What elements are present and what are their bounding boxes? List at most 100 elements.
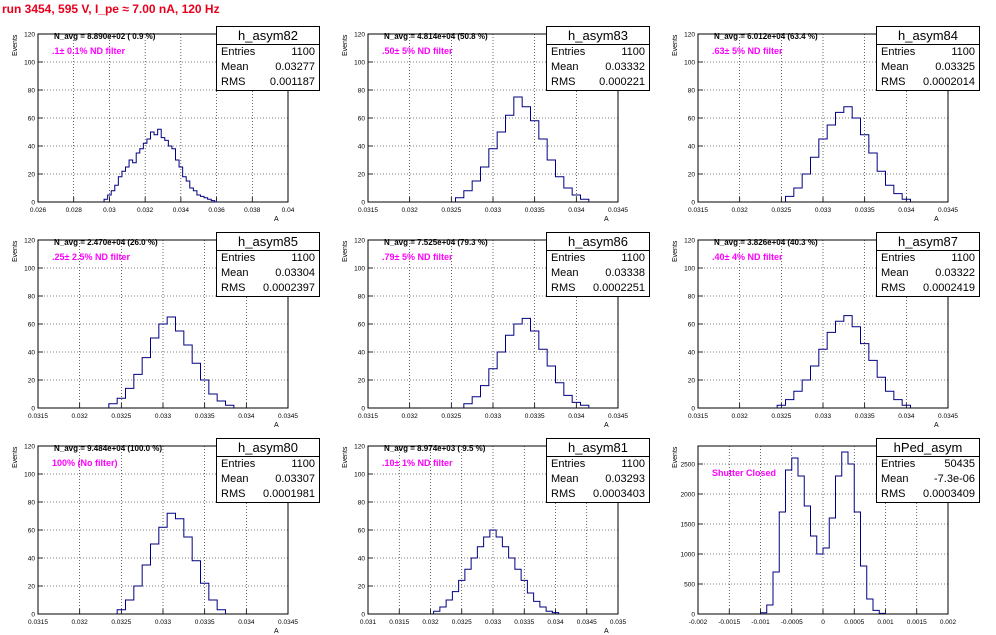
histogram-panel: 0.026 0.028 0.03 0.032 0.034 0.036 0.038 0.04 0 2… <box>0 14 330 223</box>
x-tick-label: 0.0315 <box>28 413 48 420</box>
x-tick-label: 0.0345 <box>938 413 958 420</box>
y-tick-label: 0 <box>31 406 35 413</box>
stats-row-mean: Mean 0.03277 <box>217 60 319 75</box>
histogram-panel: 0.0315 0.032 0.0325 0.033 0.0335 0.034 0.0345 0… <box>660 220 990 429</box>
x-tick-label: 0.0325 <box>441 413 461 420</box>
stats-label: RMS <box>551 76 576 88</box>
stats-row-rms: RMS 0.000221 <box>547 75 649 90</box>
stats-row-rms: RMS 0.0003409 <box>877 487 979 502</box>
navg-label: N_avg = 6.012e+04 (63.4 %) <box>714 32 818 41</box>
x-tick-label: 0.034 <box>898 207 915 214</box>
stats-title: h_asym84 <box>877 27 979 45</box>
y-tick-label: 120 <box>684 238 695 245</box>
stats-label: Entries <box>881 458 916 470</box>
stats-row-rms: RMS 0.0002251 <box>547 281 649 296</box>
filter-label: 100% (No filter) <box>52 458 118 468</box>
x-tick-label: 0.0315 <box>358 207 378 214</box>
histogram-panel: 0.0315 0.032 0.0325 0.033 0.0335 0.034 0.0345 0… <box>330 14 660 223</box>
y-tick-label: 60 <box>28 528 36 535</box>
stats-value: 0.0002397 <box>263 282 315 294</box>
y-tick-label: 0 <box>31 612 35 619</box>
stats-box: h_asym80 Entries 1100 Mean 0.03307 RMS 0.00019… <box>216 438 320 503</box>
stats-value: 1100 <box>621 252 645 264</box>
stats-label: RMS <box>221 488 246 500</box>
x-tick-label: 0.0325 <box>452 619 472 626</box>
stats-title: h_asym86 <box>547 233 649 251</box>
stats-label: Entries <box>221 46 256 58</box>
y-tick-label: 100 <box>354 60 365 67</box>
histogram-series <box>785 106 911 202</box>
y-tick-label: 120 <box>354 444 365 451</box>
stats-row-mean: Mean 0.03338 <box>547 266 649 281</box>
filter-label: .63± 5% ND filter <box>712 46 783 56</box>
y-tick-label: 2500 <box>681 462 696 469</box>
filter-label: .25± 2.5% ND filter <box>52 252 130 262</box>
x-tick-label: 0.038 <box>244 207 261 214</box>
y-tick-label: 100 <box>684 266 695 273</box>
x-tick-label: 0.034 <box>173 207 190 214</box>
y-tick-label: 80 <box>28 294 36 301</box>
x-tick-label: 0 <box>821 619 825 626</box>
stats-label: RMS <box>881 76 906 88</box>
y-tick-label: 40 <box>358 144 366 151</box>
y-tick-label: 20 <box>28 378 36 385</box>
x-tick-label: 0.001 <box>877 619 894 626</box>
stats-label: Mean <box>551 473 579 485</box>
y-axis-label: Events <box>342 34 349 56</box>
stats-box: h_asym85 Entries 1100 Mean 0.03304 RMS 0.00023… <box>216 232 320 297</box>
stats-value: 1100 <box>291 46 315 58</box>
x-tick-label: 0.034 <box>238 413 255 420</box>
y-tick-label: 100 <box>354 266 365 273</box>
stats-title: hPed_asym <box>877 439 979 457</box>
stats-row-mean: Mean 0.03304 <box>217 266 319 281</box>
histogram-panel: 0.0315 0.032 0.0325 0.033 0.0335 0.034 0.0345 0… <box>0 426 330 635</box>
stats-value: 0.03338 <box>605 267 645 279</box>
x-tick-label: 0.0005 <box>844 619 864 626</box>
x-tick-label: 0.032 <box>72 619 89 626</box>
stats-value: 1100 <box>951 252 975 264</box>
y-tick-label: 40 <box>688 350 696 357</box>
stats-box: hPed_asym Entries 50435 Mean -7.3e-06 RMS 0.00… <box>876 438 980 503</box>
x-tick-label: 0.0335 <box>514 619 534 626</box>
x-tick-label: 0.034 <box>898 413 915 420</box>
y-tick-label: 80 <box>358 294 366 301</box>
stats-title: h_asym81 <box>547 439 649 457</box>
y-axis-label: Events <box>12 446 19 468</box>
y-tick-label: 0 <box>361 612 365 619</box>
x-tick-label: 0.0345 <box>608 207 628 214</box>
navg-label: N_avg = 7.525e+04 (79.3 %) <box>384 238 488 247</box>
stats-title: h_asym85 <box>217 233 319 251</box>
x-tick-label: 0.0315 <box>688 413 708 420</box>
navg-label: N_avg = 2.470e+04 (26.0 %) <box>54 238 158 247</box>
x-tick-label: 0.0335 <box>195 619 215 626</box>
y-tick-label: 60 <box>358 116 366 123</box>
x-tick-label: 0.032 <box>137 207 154 214</box>
x-tick-label: 0.0325 <box>771 207 791 214</box>
y-tick-label: 60 <box>358 528 366 535</box>
x-axis-label: A <box>934 422 939 429</box>
stats-title: h_asym83 <box>547 27 649 45</box>
stats-label: Entries <box>881 46 916 58</box>
x-tick-label: -0.002 <box>689 619 708 626</box>
stats-label: Mean <box>221 267 249 279</box>
y-tick-label: 100 <box>24 60 35 67</box>
y-tick-label: 80 <box>28 88 36 95</box>
filter-label: .50± 5% ND filter <box>382 46 453 56</box>
stats-value: 0.03307 <box>275 473 315 485</box>
y-axis-label: Events <box>342 446 349 468</box>
stats-box: h_asym81 Entries 1100 Mean 0.03293 RMS 0.00034… <box>546 438 650 503</box>
stats-value: 1100 <box>291 458 315 470</box>
y-tick-label: 2000 <box>681 492 696 499</box>
histogram-plot: 0.0315 0.032 0.0325 0.033 0.0335 0.034 0.0345 0… <box>24 238 298 421</box>
x-tick-label: -0.0015 <box>718 619 740 626</box>
x-tick-label: 0.032 <box>422 619 439 626</box>
stats-box: h_asym84 Entries 1100 Mean 0.03325 RMS 0.00020… <box>876 26 980 91</box>
stats-value: 50435 <box>944 458 975 470</box>
x-tick-label: 0.0335 <box>855 413 875 420</box>
y-axis-label: Events <box>12 34 19 56</box>
y-tick-label: 100 <box>354 472 365 479</box>
stats-value: 0.0003409 <box>923 488 975 500</box>
stats-label: RMS <box>881 282 906 294</box>
stats-label: Mean <box>221 61 249 73</box>
y-tick-label: 0 <box>31 200 35 207</box>
